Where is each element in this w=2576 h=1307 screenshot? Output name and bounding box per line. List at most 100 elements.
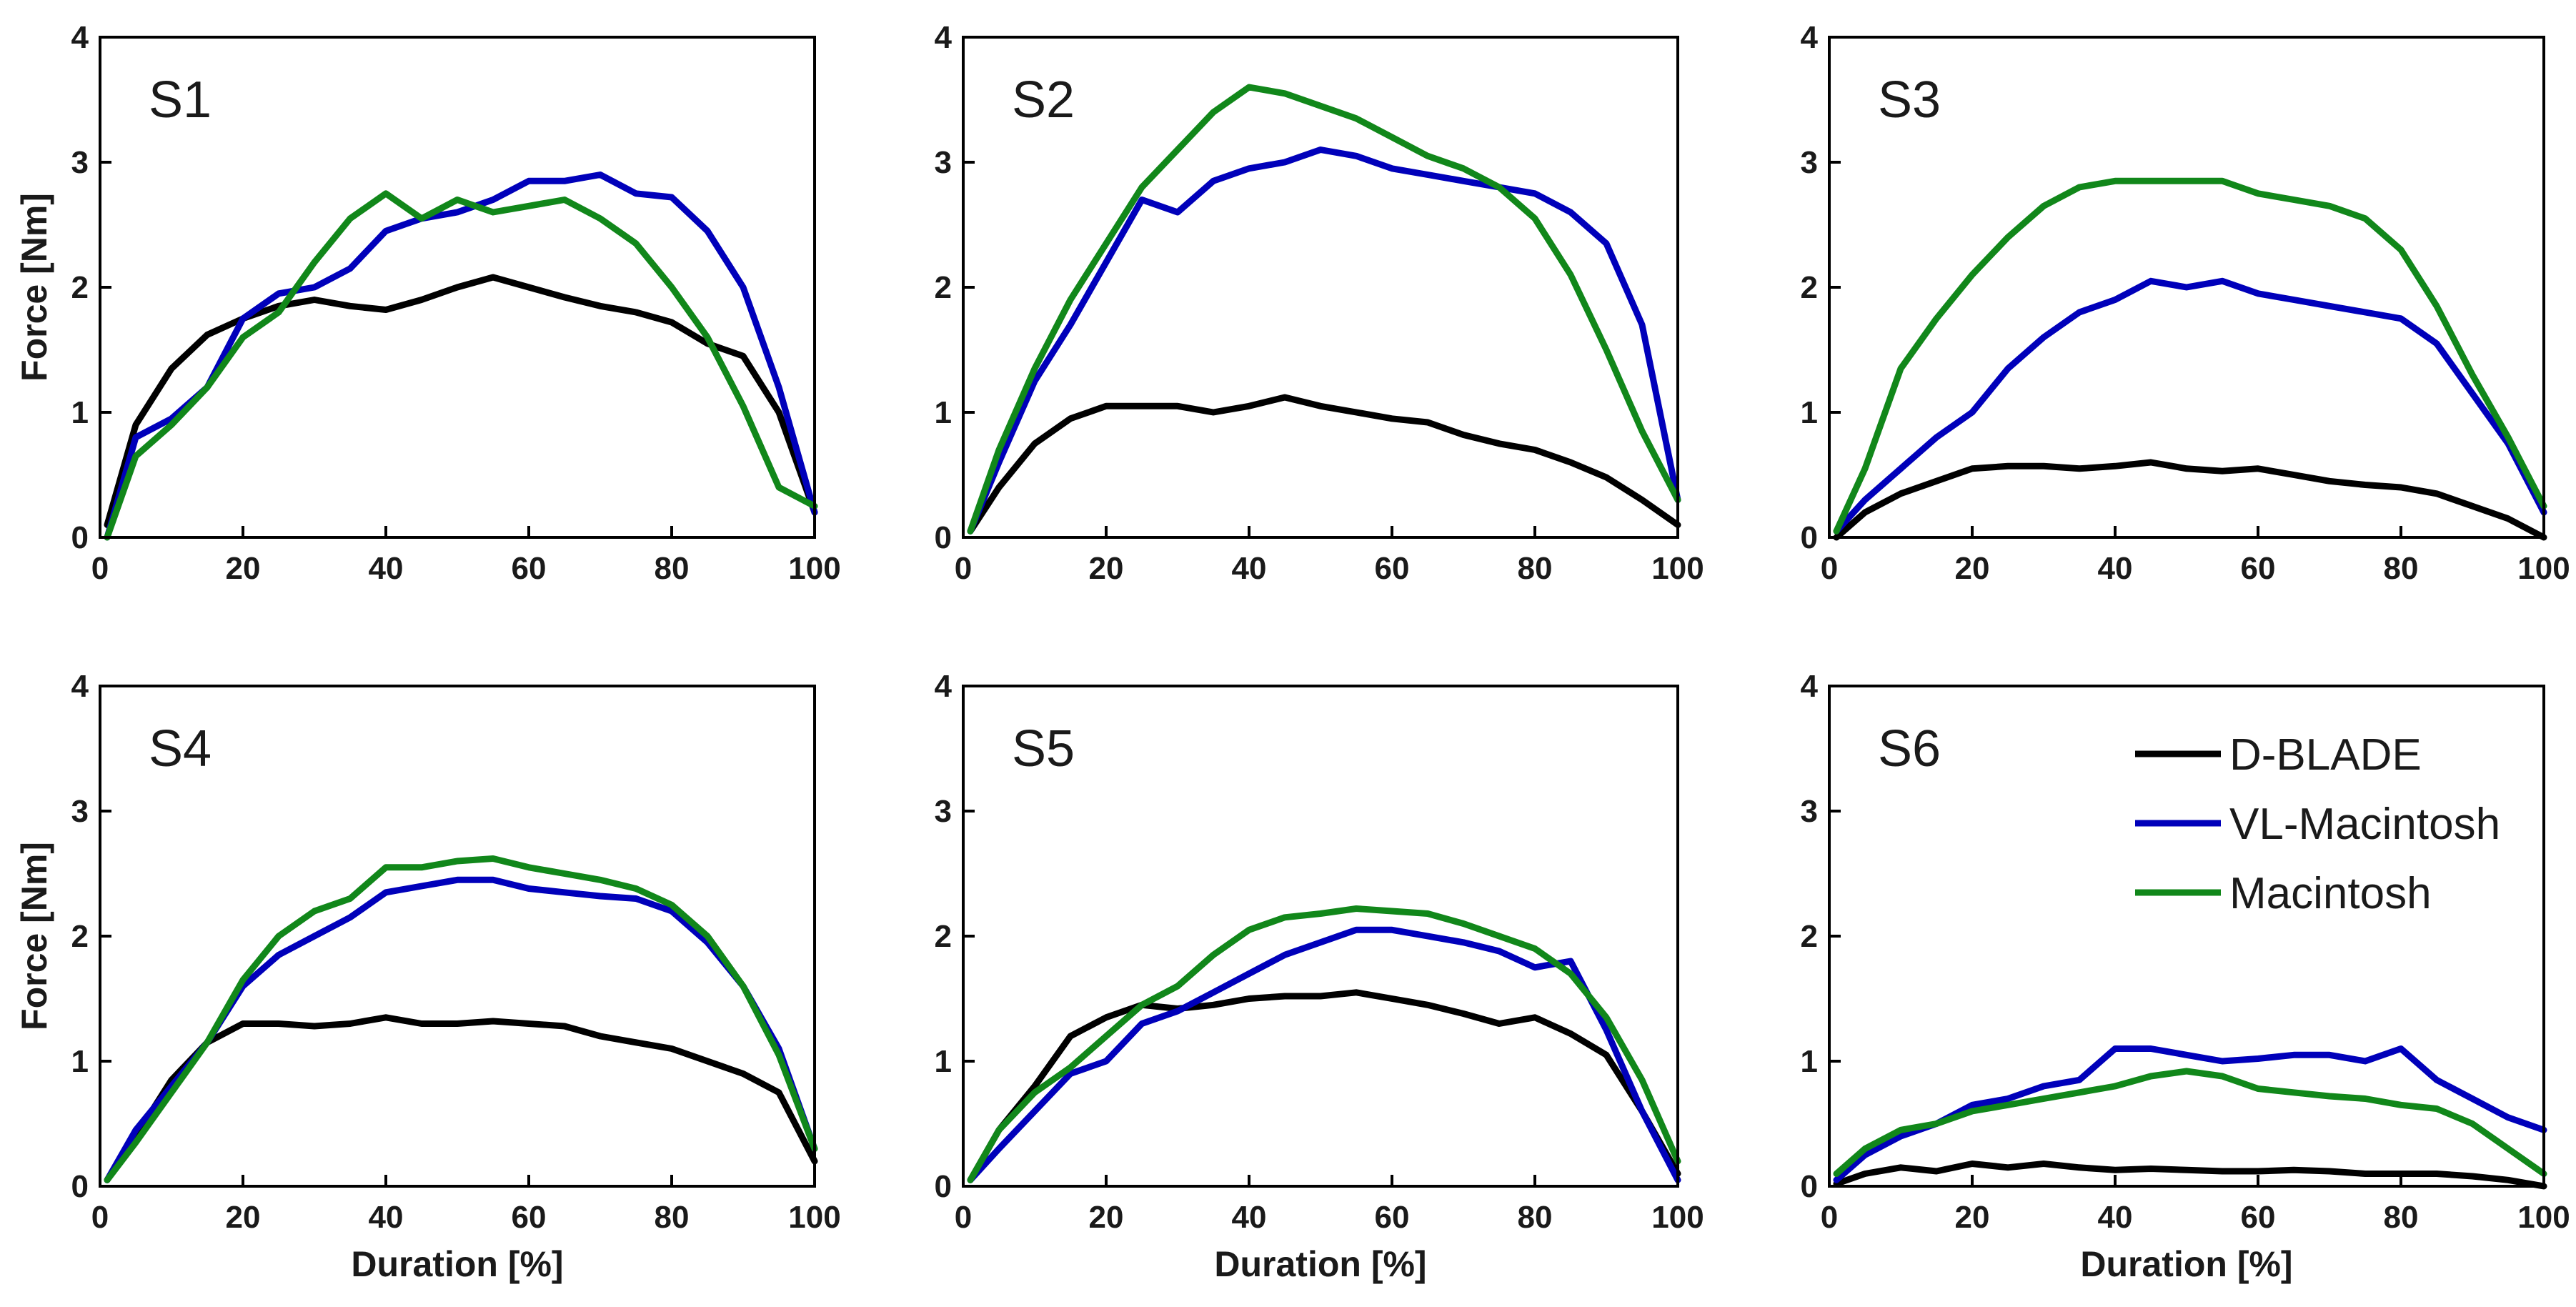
panel-s3: 0 20 40 60 80 100 0 1 2 3 4 S3 bbox=[1801, 20, 2570, 586]
series-line-macintosh bbox=[967, 905, 1681, 1183]
legend-label: Macintosh bbox=[2229, 869, 2432, 918]
series-line-d-blade bbox=[967, 394, 1681, 535]
x-tick-label: 0 bbox=[91, 1200, 109, 1235]
x-tick-label: 20 bbox=[226, 1200, 261, 1235]
y-tick-label: 3 bbox=[1801, 794, 1818, 829]
y-tick-label: 0 bbox=[71, 520, 89, 555]
y-tick-label: 0 bbox=[71, 1169, 89, 1204]
series-line-macintosh bbox=[104, 855, 818, 1183]
y-axis-label: Force [Nm] bbox=[14, 842, 54, 1030]
series-line-d-blade bbox=[967, 989, 1681, 1183]
y-tick-label: 3 bbox=[935, 794, 952, 829]
y-tick-label: 3 bbox=[1801, 145, 1818, 180]
series-line-vl-macintosh bbox=[1833, 1045, 2547, 1183]
series-line-vl-macintosh bbox=[1833, 277, 2547, 535]
x-tick-label: 80 bbox=[655, 1200, 690, 1235]
y-tick-label: 2 bbox=[1801, 919, 1818, 954]
y-tick-label: 4 bbox=[935, 20, 953, 55]
x-tick-label: 40 bbox=[1232, 1200, 1267, 1235]
x-tick-label: 0 bbox=[955, 1200, 972, 1235]
y-tick-label: 1 bbox=[935, 395, 952, 430]
series-line-macintosh bbox=[1833, 177, 2547, 535]
x-tick-label: 40 bbox=[2098, 1200, 2133, 1235]
y-tick-label: 0 bbox=[935, 1169, 952, 1204]
x-tick-label: 40 bbox=[369, 551, 404, 586]
x-tick-label: 80 bbox=[655, 551, 690, 586]
series-line-macintosh bbox=[1833, 1068, 2547, 1177]
y-tick-label: 0 bbox=[935, 520, 952, 555]
x-tick-label: 60 bbox=[1375, 551, 1410, 586]
series-line-d-blade bbox=[104, 274, 818, 528]
series-line-d-blade bbox=[1833, 459, 2547, 541]
panel-s2: 0 20 40 60 80 100 0 1 2 3 4 S2 bbox=[935, 20, 1704, 586]
y-tick-label: 2 bbox=[71, 270, 89, 305]
x-tick-label: 100 bbox=[788, 551, 840, 586]
x-tick-label: 100 bbox=[1651, 1200, 1704, 1235]
x-tick-label: 20 bbox=[1089, 551, 1124, 586]
panel-s6: 0 20 40 60 80 100 0 1 2 3 4 S6 Duration [%] D-BLADE VL… bbox=[1801, 669, 2570, 1284]
y-tick-label: 4 bbox=[71, 20, 89, 55]
panel-label: S5 bbox=[1012, 720, 1075, 777]
x-tick-label: 40 bbox=[1232, 551, 1267, 586]
legend-label: VL-Macintosh bbox=[2229, 800, 2500, 849]
x-tick-label: 60 bbox=[512, 551, 547, 586]
panel-label: S2 bbox=[1012, 71, 1075, 129]
x-tick-label: 100 bbox=[1651, 551, 1704, 586]
y-tick-label: 3 bbox=[71, 794, 89, 829]
panel-label: S4 bbox=[149, 720, 212, 777]
y-tick-label: 2 bbox=[935, 919, 952, 954]
series-line-vl-macintosh bbox=[967, 146, 1681, 535]
x-axis-label: Duration [%] bbox=[1214, 1244, 1426, 1284]
y-tick-label: 4 bbox=[935, 669, 953, 704]
series-line-macintosh bbox=[104, 190, 818, 541]
x-tick-label: 60 bbox=[2241, 551, 2276, 586]
y-tick-label: 3 bbox=[935, 145, 952, 180]
y-tick-label: 0 bbox=[1801, 520, 1818, 555]
panel-s5: 0 20 40 60 80 100 0 1 2 3 4 S5 Duration [%] bbox=[935, 669, 1704, 1284]
y-tick-label: 4 bbox=[1801, 20, 1819, 55]
y-tick-label: 1 bbox=[1801, 395, 1818, 430]
x-axis-label: Duration [%] bbox=[2080, 1244, 2292, 1284]
x-tick-label: 0 bbox=[91, 551, 109, 586]
x-tick-label: 0 bbox=[1821, 1200, 1838, 1235]
x-tick-label: 20 bbox=[1955, 551, 1990, 586]
x-tick-label: 0 bbox=[955, 551, 972, 586]
y-tick-label: 0 bbox=[1801, 1169, 1818, 1204]
x-tick-label: 100 bbox=[788, 1200, 840, 1235]
x-tick-label: 20 bbox=[1089, 1200, 1124, 1235]
y-tick-label: 1 bbox=[71, 1044, 89, 1079]
x-tick-label: 40 bbox=[369, 1200, 404, 1235]
x-axis-label: Duration [%] bbox=[351, 1244, 563, 1284]
x-tick-label: 80 bbox=[2384, 1200, 2419, 1235]
panel-s1: 0 20 40 60 80 100 0 1 2 3 4 S1 Force [Nm] bbox=[14, 20, 841, 586]
x-tick-label: 20 bbox=[1955, 1200, 1990, 1235]
series-line-macintosh bbox=[967, 84, 1681, 535]
x-tick-label: 80 bbox=[2384, 551, 2419, 586]
series-line-vl-macintosh bbox=[104, 172, 818, 541]
x-tick-label: 100 bbox=[2517, 551, 2570, 586]
x-tick-label: 60 bbox=[512, 1200, 547, 1235]
series-line-vl-macintosh bbox=[967, 926, 1681, 1183]
series-line-d-blade bbox=[104, 1014, 818, 1183]
y-tick-label: 1 bbox=[935, 1044, 952, 1079]
panel-s4: 0 20 40 60 80 100 0 1 2 3 4 S4 Force [Nm] Duration [%… bbox=[14, 669, 841, 1284]
x-tick-label: 20 bbox=[226, 551, 261, 586]
y-tick-label: 2 bbox=[71, 919, 89, 954]
y-tick-label: 2 bbox=[935, 270, 952, 305]
y-tick-label: 3 bbox=[71, 145, 89, 180]
legend-label: D-BLADE bbox=[2229, 730, 2422, 780]
x-tick-label: 0 bbox=[1821, 551, 1838, 586]
y-tick-label: 1 bbox=[71, 395, 89, 430]
y-tick-label: 4 bbox=[71, 669, 89, 704]
y-axis-label: Force [Nm] bbox=[14, 193, 54, 382]
panel-label: S6 bbox=[1878, 720, 1941, 777]
x-tick-label: 100 bbox=[2517, 1200, 2570, 1235]
series-line-d-blade bbox=[1833, 1161, 2547, 1190]
panel-label: S3 bbox=[1878, 71, 1941, 129]
y-tick-label: 4 bbox=[1801, 669, 1819, 704]
panel-label: S1 bbox=[149, 71, 212, 129]
x-tick-label: 80 bbox=[1518, 1200, 1553, 1235]
x-tick-label: 40 bbox=[2098, 551, 2133, 586]
y-tick-label: 1 bbox=[1801, 1044, 1818, 1079]
